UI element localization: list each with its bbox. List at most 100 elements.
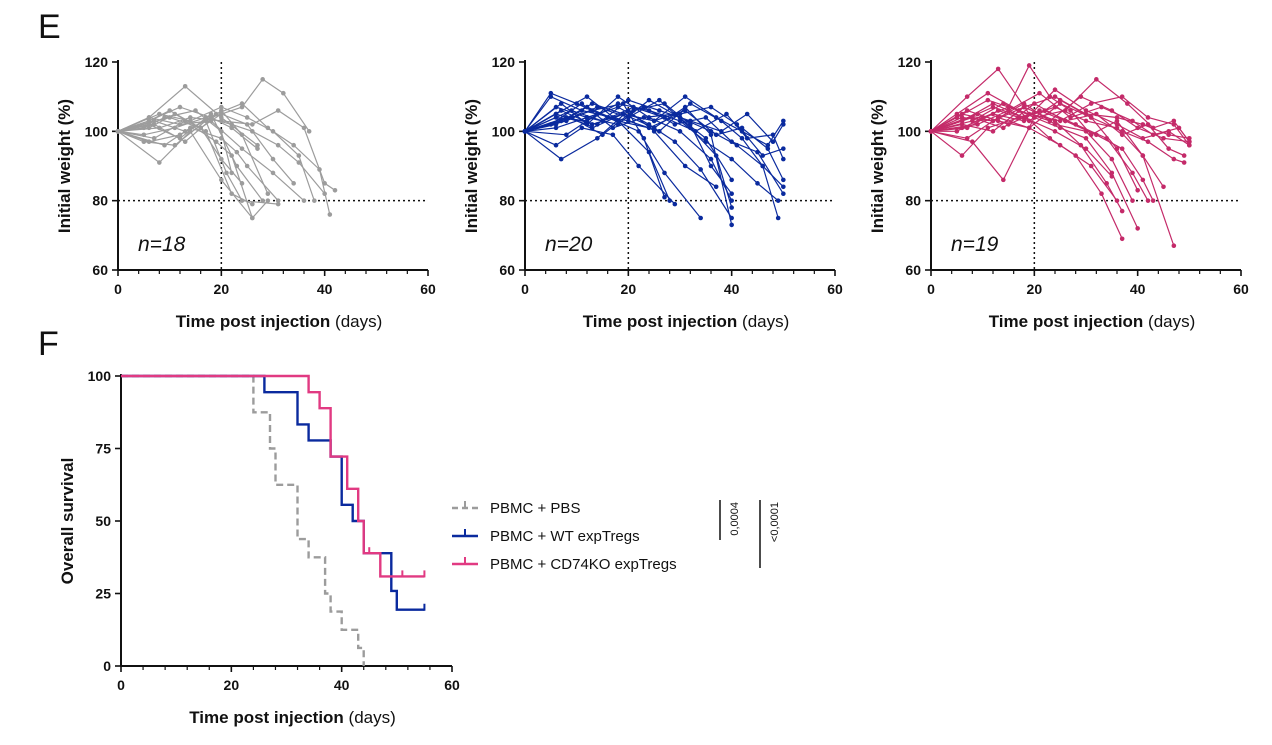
weight-3-y-tick-label: 100 xyxy=(898,123,922,139)
weight-2-x-tick-label: 0 xyxy=(521,281,529,297)
weight-point xyxy=(682,108,688,113)
weight-point xyxy=(682,104,688,110)
weight-point xyxy=(760,163,765,169)
weight-point xyxy=(188,115,193,120)
p-value-label-2: <0,0001 xyxy=(769,502,781,542)
weight-point xyxy=(954,129,960,134)
weight-point xyxy=(281,90,286,96)
weight-point xyxy=(569,108,574,113)
weight-point xyxy=(781,184,786,190)
survival-curve-2 xyxy=(121,374,425,611)
sample-size-label: n=20 xyxy=(545,233,593,256)
survival-y-tick-label: 25 xyxy=(95,586,111,602)
weight-point xyxy=(1114,122,1120,127)
weight-point xyxy=(1021,115,1027,120)
weight-point xyxy=(260,77,265,82)
weight-point xyxy=(250,122,255,127)
weight-point xyxy=(1021,118,1027,124)
weight-line-mouse-19 xyxy=(930,67,1190,146)
weight-3-x-tick-label: 60 xyxy=(1233,281,1249,297)
weight-point xyxy=(595,135,600,141)
weight-point xyxy=(1057,101,1063,106)
weight-point xyxy=(662,101,667,106)
panel-letter-f: F xyxy=(38,325,59,363)
weight-point xyxy=(1083,135,1089,141)
weight-point xyxy=(1094,77,1099,82)
weight-point xyxy=(564,132,569,138)
weight-point xyxy=(657,129,662,134)
weight-point xyxy=(1083,111,1089,117)
weight-2-y-tick-label: 100 xyxy=(492,123,516,139)
weight-point xyxy=(698,215,703,221)
weight-3-x-tick-label: 40 xyxy=(1130,281,1146,297)
weight-point xyxy=(964,94,970,99)
weight-point xyxy=(1187,142,1192,148)
weight-1-y-tick-label: 60 xyxy=(92,262,108,278)
weight-point xyxy=(703,139,709,145)
weight-point xyxy=(1001,125,1006,131)
weight-1-y-tick-label: 80 xyxy=(92,193,108,209)
weight-point xyxy=(1119,236,1125,242)
weight-point xyxy=(146,139,152,145)
weight-point xyxy=(1140,122,1146,127)
weight-point xyxy=(636,129,641,134)
weight-point xyxy=(1109,156,1115,162)
weight-point xyxy=(765,146,771,151)
weight-chart-wt: 0 20 40 60 60 80 100 120 Time post injection (da… xyxy=(462,54,843,331)
weight-point xyxy=(250,201,255,207)
weight-point xyxy=(239,101,245,106)
weight-point xyxy=(708,156,714,162)
weight-3-y-tick-label: 80 xyxy=(905,193,921,209)
weight-point xyxy=(579,125,585,131)
weight-point xyxy=(1135,226,1140,231)
weight-point xyxy=(553,142,559,148)
weight-line-mouse-1 xyxy=(117,85,258,146)
weight-point xyxy=(1140,177,1146,183)
weight-line-mouse-12 xyxy=(117,116,305,202)
weight-point xyxy=(729,156,734,162)
weight-point xyxy=(600,132,605,138)
weight-point xyxy=(739,129,745,134)
weight-point xyxy=(770,139,776,145)
weight-point xyxy=(662,170,667,176)
survival-chart: 0 20 40 60 0 25 50 75 100 Time post injection (da… xyxy=(58,368,460,727)
weight-point xyxy=(1063,108,1068,113)
weight-point xyxy=(332,187,338,193)
weight-point xyxy=(688,118,693,124)
weight-point xyxy=(995,118,1001,124)
weight-point xyxy=(626,97,631,103)
weight-line-mouse-18 xyxy=(524,106,784,157)
survival-y-tick-label: 50 xyxy=(95,513,111,529)
weight-point xyxy=(610,132,616,138)
weight-point xyxy=(255,142,260,148)
weight-point xyxy=(522,129,528,134)
weight-point xyxy=(657,108,662,113)
weight-point xyxy=(729,205,734,210)
weight-point xyxy=(781,177,786,183)
weight-point xyxy=(1047,135,1053,141)
weight-1-x-tick-label: 60 xyxy=(420,281,436,297)
weight-point xyxy=(296,160,302,165)
weight-point xyxy=(615,101,621,106)
weight-point xyxy=(1032,115,1037,120)
weight-point xyxy=(548,94,554,99)
weight-point xyxy=(1145,198,1151,203)
weight-point xyxy=(990,129,996,134)
weight-point xyxy=(219,115,224,120)
weight-3-y-tick-label: 120 xyxy=(898,54,922,70)
weight-point xyxy=(620,111,626,117)
weight-point xyxy=(1099,104,1104,110)
weight-point xyxy=(1161,135,1166,141)
weight-point xyxy=(1094,132,1099,138)
weight-point xyxy=(229,170,234,176)
weight-point xyxy=(1150,125,1156,131)
weight-point xyxy=(157,125,162,131)
weight-2-x-axis-title: Time post injection (days) xyxy=(583,312,790,331)
weight-point xyxy=(928,129,934,134)
weight-1-y-tick-label: 100 xyxy=(85,123,109,139)
weight-line-mouse-19 xyxy=(524,99,784,143)
weight-point xyxy=(760,153,765,158)
weight-point xyxy=(229,122,234,127)
weight-point xyxy=(708,132,714,138)
weight-point xyxy=(548,90,554,96)
